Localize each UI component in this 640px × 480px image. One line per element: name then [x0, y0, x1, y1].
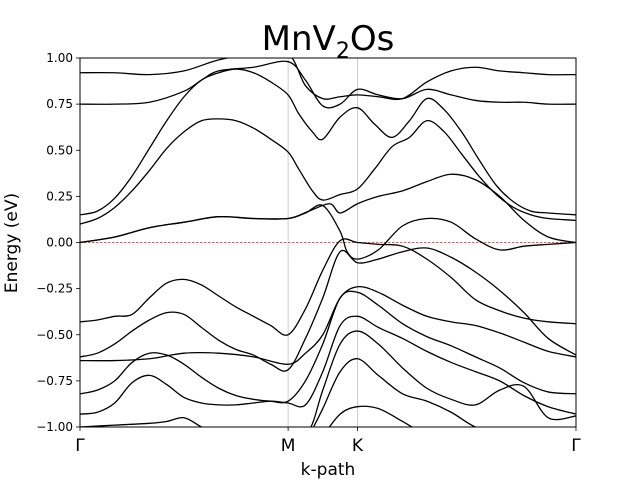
plot-area: Γ M K Γ−1.00−0.75−0.50−0.250.000.250.500.75…: [36, 51, 581, 456]
y-tick-label: −0.25: [36, 282, 73, 296]
x-tick-label: M: [281, 436, 296, 456]
x-axis-title: k-path: [301, 460, 356, 480]
bands-group: [80, 58, 576, 427]
y-tick-label: 0.25: [46, 189, 73, 203]
band-line-6: [80, 204, 576, 260]
plot-frame: [79, 57, 577, 428]
band-line-4: [80, 118, 576, 225]
chart-title-suffix: Os: [350, 19, 394, 59]
band-line-10: [80, 290, 576, 404]
y-tick-label: 0.50: [46, 143, 73, 157]
x-tick-label: Γ: [571, 436, 581, 456]
band-line-2: [80, 60, 576, 109]
y-axis-title: Energy (eV): [2, 193, 22, 293]
band-line-8: [80, 247, 576, 372]
y-tick-label: −0.50: [36, 328, 73, 342]
band-line-5: [80, 173, 576, 244]
band-line-12: [80, 330, 576, 427]
y-tick-label: 0.75: [46, 97, 73, 111]
y-tick-label: −0.75: [36, 374, 73, 388]
chart-title-main: MnV: [262, 19, 336, 59]
y-tick-label: −1.00: [36, 420, 73, 434]
band-line-3: [80, 68, 576, 216]
band-line-7: [80, 238, 576, 336]
band-line-14: [328, 405, 414, 427]
y-tick-label: 0.00: [46, 236, 73, 250]
band-line-13: [312, 358, 478, 427]
band-line-9: [80, 285, 576, 365]
chart-title-subscript: 2: [336, 39, 350, 64]
band-line-11: [80, 315, 576, 415]
chart-title: MnV2Os: [262, 19, 395, 64]
x-tick-label: K: [352, 436, 364, 456]
x-tick-label: Γ: [75, 436, 85, 456]
y-tick-label: 1.00: [46, 51, 73, 65]
